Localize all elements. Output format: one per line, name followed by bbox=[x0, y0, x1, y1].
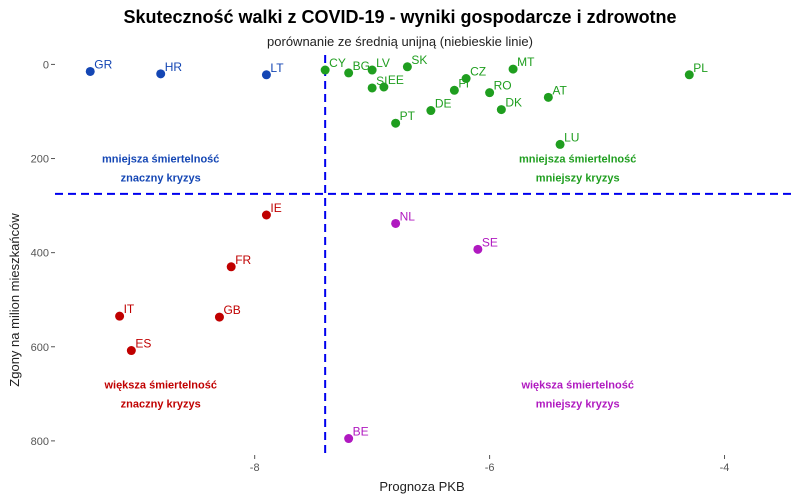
data-point-label: LV bbox=[376, 56, 390, 70]
quadrant-label-line2: mniejszy kryzys bbox=[536, 173, 620, 185]
data-point-label: SE bbox=[482, 235, 498, 249]
data-point bbox=[85, 66, 95, 76]
data-point-label: IE bbox=[270, 201, 281, 215]
x-tick-label: -6 bbox=[485, 462, 495, 474]
quadrant-label-line1: większa śmiertelność bbox=[103, 379, 217, 391]
data-point-label: PT bbox=[400, 109, 416, 123]
y-tick-label: 400 bbox=[31, 248, 49, 260]
data-point-label: SI bbox=[376, 74, 387, 88]
data-point bbox=[485, 88, 495, 98]
data-point-label: SK bbox=[411, 53, 427, 67]
data-point-label: IT bbox=[124, 302, 135, 316]
data-point bbox=[115, 311, 125, 321]
data-point bbox=[449, 85, 459, 95]
data-point-label: NL bbox=[400, 209, 416, 223]
data-point bbox=[126, 346, 136, 356]
data-point-label: PL bbox=[693, 61, 708, 75]
y-tick-label: 800 bbox=[31, 436, 49, 448]
data-point bbox=[426, 106, 436, 116]
quadrant-labels: mniejsza śmiertelność znaczny kryzys mniej… bbox=[102, 154, 636, 411]
data-point bbox=[508, 64, 518, 74]
data-point bbox=[391, 218, 401, 228]
axis-ticks: -8 -6 -4 0 200 400 600 800 bbox=[31, 59, 730, 474]
data-point bbox=[402, 62, 412, 72]
data-point bbox=[367, 83, 377, 93]
data-point-label: DK bbox=[505, 96, 522, 110]
data-point bbox=[379, 82, 389, 92]
data-point-label: BG bbox=[353, 59, 370, 73]
data-point-label: GB bbox=[223, 303, 240, 317]
data-point-label: MT bbox=[517, 55, 535, 69]
data-point-label: DE bbox=[435, 97, 452, 111]
data-point-label: LT bbox=[270, 61, 284, 75]
quadrant-label-line1: mniejsza śmiertelność bbox=[102, 154, 219, 166]
quadrant-label-line2: znaczny kryzys bbox=[121, 398, 201, 410]
data-point-label: EE bbox=[388, 73, 404, 87]
data-point bbox=[461, 74, 471, 84]
data-point bbox=[391, 118, 401, 128]
data-point-label: GR bbox=[94, 57, 112, 71]
quadrant-label-line2: znaczny kryzys bbox=[121, 173, 201, 185]
y-tick-label: 600 bbox=[31, 342, 49, 354]
data-point bbox=[214, 312, 224, 322]
data-point bbox=[261, 210, 271, 220]
data-point bbox=[156, 69, 166, 79]
data-point-label: HR bbox=[165, 60, 183, 74]
data-point bbox=[320, 65, 330, 75]
y-tick-label: 200 bbox=[31, 154, 49, 166]
data-points: GR HR LT CY BG LV SK SI EE CZ MT FI RO DE DK AT PT PL LU IE… bbox=[85, 53, 708, 444]
chart-subtitle: porównanie ze średnią unijną (niebieskie… bbox=[267, 34, 533, 49]
data-point bbox=[261, 70, 271, 80]
data-point bbox=[543, 92, 553, 102]
data-point bbox=[226, 262, 236, 272]
data-point bbox=[344, 434, 354, 444]
reference-lines bbox=[55, 55, 795, 455]
quadrant-label-line2: mniejszy kryzys bbox=[536, 398, 620, 410]
data-point-label: LU bbox=[564, 130, 579, 144]
y-tick-label: 0 bbox=[43, 59, 49, 71]
data-point bbox=[555, 139, 565, 149]
data-point-label: AT bbox=[552, 83, 567, 97]
data-point-label: RO bbox=[494, 79, 512, 93]
chart-title: Skuteczność walki z COVID-19 - wyniki go… bbox=[123, 7, 677, 27]
data-point bbox=[496, 105, 506, 115]
data-point bbox=[367, 65, 377, 75]
data-point bbox=[344, 68, 354, 78]
x-tick-label: -4 bbox=[720, 462, 730, 474]
data-point-label: FR bbox=[235, 253, 251, 267]
data-point-label: CY bbox=[329, 56, 346, 70]
x-tick-label: -8 bbox=[250, 462, 260, 474]
data-point bbox=[684, 70, 694, 80]
data-point-label: BE bbox=[353, 425, 369, 439]
x-axis-title: Prognoza PKB bbox=[379, 479, 464, 494]
y-axis-title: Zgony na milion mieszkańców bbox=[7, 213, 22, 387]
quadrant-label-line1: mniejsza śmiertelność bbox=[519, 154, 636, 166]
data-point-label: CZ bbox=[470, 65, 486, 79]
data-point-label: ES bbox=[135, 337, 151, 351]
quadrant-label-line1: większa śmiertelność bbox=[520, 379, 634, 391]
data-point bbox=[473, 244, 483, 254]
data-point-label: FI bbox=[458, 76, 469, 90]
